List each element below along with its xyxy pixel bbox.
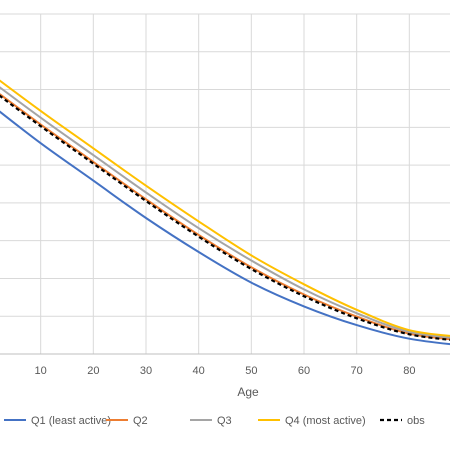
x-tick-labels: 102030405060708090 (35, 365, 416, 377)
series-line-1 (0, 110, 450, 346)
legend-label: Q2 (133, 415, 148, 427)
legend-label: Q3 (217, 415, 232, 427)
x-tick-label: 20 (87, 365, 99, 377)
x-tick-label: 70 (351, 365, 363, 377)
x-tick-label: 40 (193, 365, 205, 377)
series-line-3 (0, 86, 450, 339)
series-lines (0, 79, 450, 346)
x-tick-label: 60 (298, 365, 310, 377)
series-line-2 (0, 93, 450, 341)
legend-label: Q4 (most active) (285, 415, 366, 427)
x-tick-label: 50 (245, 365, 257, 377)
x-tick-label: 10 (35, 365, 47, 377)
series-line-4 (0, 79, 450, 337)
legend-label: obs (407, 415, 425, 427)
series-line-5 (0, 94, 450, 341)
legend: Q1 (least active) Q2 Q3 Q4 (most active) obs (4, 415, 425, 427)
legend-label: Q1 (least active) (31, 415, 111, 427)
x-axis-title: Age (237, 385, 259, 399)
grid (0, 13, 450, 355)
x-tick-label: 80 (403, 365, 415, 377)
x-tick-label: 30 (140, 365, 152, 377)
